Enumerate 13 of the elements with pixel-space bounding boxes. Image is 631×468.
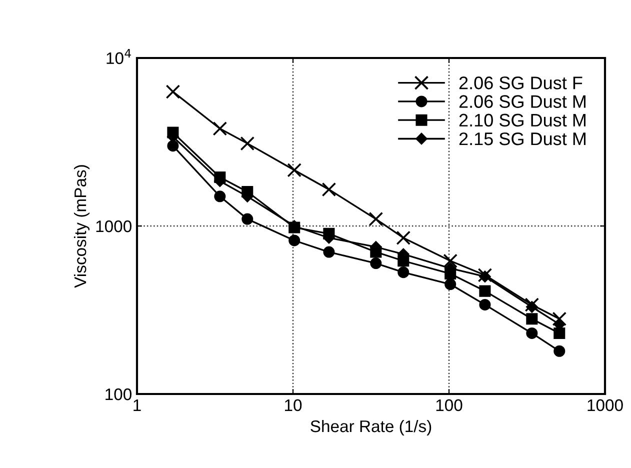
x-tick-label: 1000 xyxy=(588,399,623,412)
y-axis-title: Viscosity (mPas) xyxy=(74,165,90,288)
legend-label: 2.06 SG Dust M xyxy=(459,95,586,108)
y-tick-label: 1000 xyxy=(96,220,132,232)
x-axis-title: Shear Rate (1/s) xyxy=(310,420,432,436)
x-tick-label: 10 xyxy=(285,399,302,412)
x-tick-label: 1 xyxy=(134,399,141,411)
y-tick-label: 100 xyxy=(106,388,132,400)
legend-label: 2.15 SG Dust M xyxy=(459,132,586,146)
x-tick-label: 100 xyxy=(436,399,462,412)
y-tick-label: 10$^{4}$ xyxy=(106,49,131,64)
legend-label: 2.10 SG Dust M xyxy=(459,114,586,127)
legend-label: 2.06 SG Dust F xyxy=(459,76,582,90)
